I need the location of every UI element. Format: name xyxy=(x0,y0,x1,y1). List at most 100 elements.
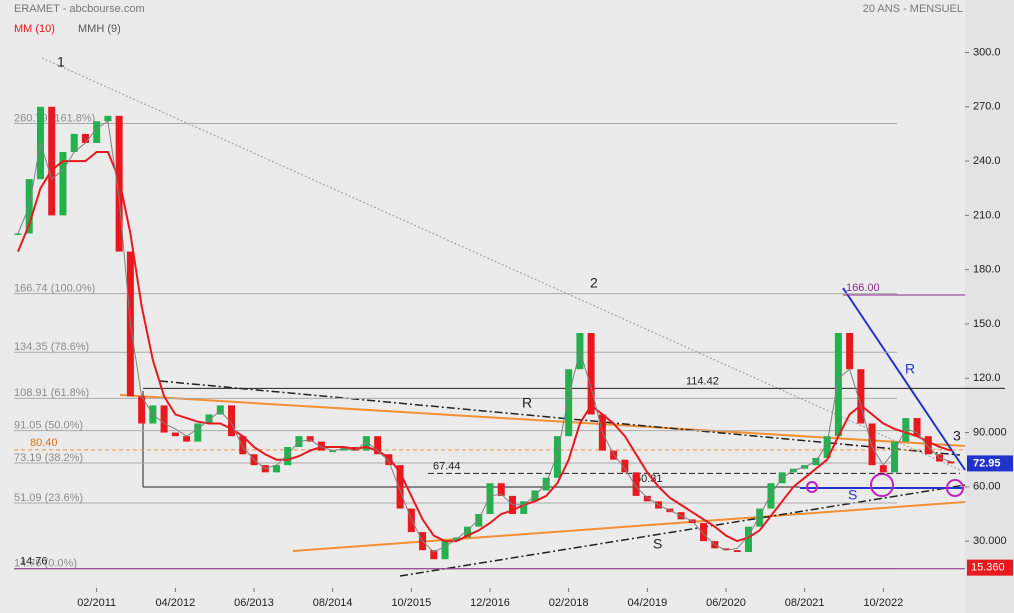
candle xyxy=(475,513,483,527)
zone-label: S xyxy=(848,487,857,503)
highlight-circle xyxy=(946,479,964,497)
x-tick-label: 10/2022 xyxy=(863,597,903,609)
candle xyxy=(486,483,494,514)
wave-label: 2 xyxy=(590,275,598,291)
candle xyxy=(497,483,505,496)
fib-label: 108.91 (61.8%) xyxy=(14,387,89,399)
x-tick-label: 04/2019 xyxy=(627,597,667,609)
candle xyxy=(846,333,854,370)
price-axis-bg xyxy=(965,0,1014,613)
candle xyxy=(621,459,629,473)
level-label: 80.40 xyxy=(30,437,58,449)
chart-subtitle: 20 ANS - MENSUEL xyxy=(863,3,963,15)
candle xyxy=(756,508,764,527)
x-tick-label: 08/2021 xyxy=(785,597,825,609)
candle xyxy=(643,495,651,502)
trend-line xyxy=(292,501,966,552)
zone-label: R xyxy=(905,361,915,377)
candle xyxy=(183,436,191,442)
y-tick-label: 270.0 xyxy=(973,101,1001,113)
candle xyxy=(924,436,932,455)
candle xyxy=(93,121,101,143)
price-tag xyxy=(967,455,1013,472)
y-tick-label: 90.000 xyxy=(973,426,1007,438)
fib-label: 51.09 (23.6%) xyxy=(14,492,83,504)
x-tick-label: 12/2016 xyxy=(470,597,510,609)
price-tag-label: 72.95 xyxy=(973,457,1001,469)
candle xyxy=(430,550,438,560)
candle xyxy=(767,483,775,509)
candle xyxy=(239,436,247,455)
candle xyxy=(160,405,168,433)
candle xyxy=(823,436,831,458)
y-tick-label: 210.0 xyxy=(973,209,1001,221)
x-tick-label: 08/2014 xyxy=(313,597,353,609)
level-label: 114.42 xyxy=(686,375,719,387)
candle xyxy=(879,465,887,473)
candle xyxy=(194,423,202,442)
candle xyxy=(216,405,224,415)
moving-average xyxy=(17,120,951,553)
candle xyxy=(587,333,595,415)
candle xyxy=(284,447,292,466)
candle xyxy=(48,106,56,216)
candle xyxy=(138,396,146,424)
y-tick-label: 300.0 xyxy=(973,46,1001,58)
y-tick-label: 150.0 xyxy=(973,318,1001,330)
y-tick-label: 120.0 xyxy=(973,372,1001,384)
candle xyxy=(306,436,314,442)
x-tick-label: 10/2015 xyxy=(391,597,431,609)
legend-entry: MM (10) xyxy=(14,23,55,35)
candle xyxy=(81,133,89,143)
chart-title: ERAMET - abcbourse.com xyxy=(14,3,145,15)
low-tag xyxy=(967,559,1013,576)
level-label: 166.00 xyxy=(846,282,880,294)
highlight-circle xyxy=(806,481,818,493)
moving-average xyxy=(17,151,952,543)
trend-line xyxy=(399,484,966,577)
candle xyxy=(868,423,876,466)
wave-label: 3 xyxy=(953,428,961,444)
y-tick-label: 30.000 xyxy=(973,535,1007,547)
candle xyxy=(396,465,404,509)
candle xyxy=(362,436,370,451)
candle xyxy=(441,541,449,560)
trend-line xyxy=(41,57,961,471)
y-tick-label: 180.0 xyxy=(973,264,1001,276)
candle xyxy=(171,432,179,437)
level-label: 14.76 xyxy=(20,556,48,568)
candle xyxy=(104,115,112,122)
candle xyxy=(520,501,528,514)
fib-label: 14.76 (0.0%) xyxy=(14,558,77,570)
candle xyxy=(205,414,213,424)
fib-label: 166.74 (100.0%) xyxy=(14,283,95,295)
candle xyxy=(610,450,618,460)
fib-label: 73.19 (38.2%) xyxy=(14,452,83,464)
candle xyxy=(733,550,741,552)
wave-label: 1 xyxy=(57,54,65,70)
trend-line xyxy=(842,287,966,471)
y-tick-label: 60.00 xyxy=(973,481,1001,493)
candle xyxy=(722,548,730,551)
candle xyxy=(228,405,236,437)
trend-line xyxy=(159,380,961,456)
x-tick-label: 04/2012 xyxy=(155,597,195,609)
legend-entry: MMH (9) xyxy=(78,23,121,35)
x-tick-label: 02/2011 xyxy=(77,597,116,609)
x-tick-label: 02/2018 xyxy=(549,597,589,609)
zone-label: R xyxy=(522,395,532,411)
candle xyxy=(553,436,561,478)
candle xyxy=(329,450,337,453)
low-tag-label: 15.360 xyxy=(971,562,1005,574)
candle xyxy=(59,152,67,216)
candle xyxy=(272,465,280,473)
candle xyxy=(565,369,573,437)
fib-label: 134.35 (78.6%) xyxy=(14,341,89,353)
x-tick-label: 06/2013 xyxy=(234,597,274,609)
candle xyxy=(744,526,752,552)
candle xyxy=(632,472,640,496)
candle xyxy=(857,369,865,424)
candle xyxy=(700,523,708,542)
zone-label: S xyxy=(653,536,662,552)
